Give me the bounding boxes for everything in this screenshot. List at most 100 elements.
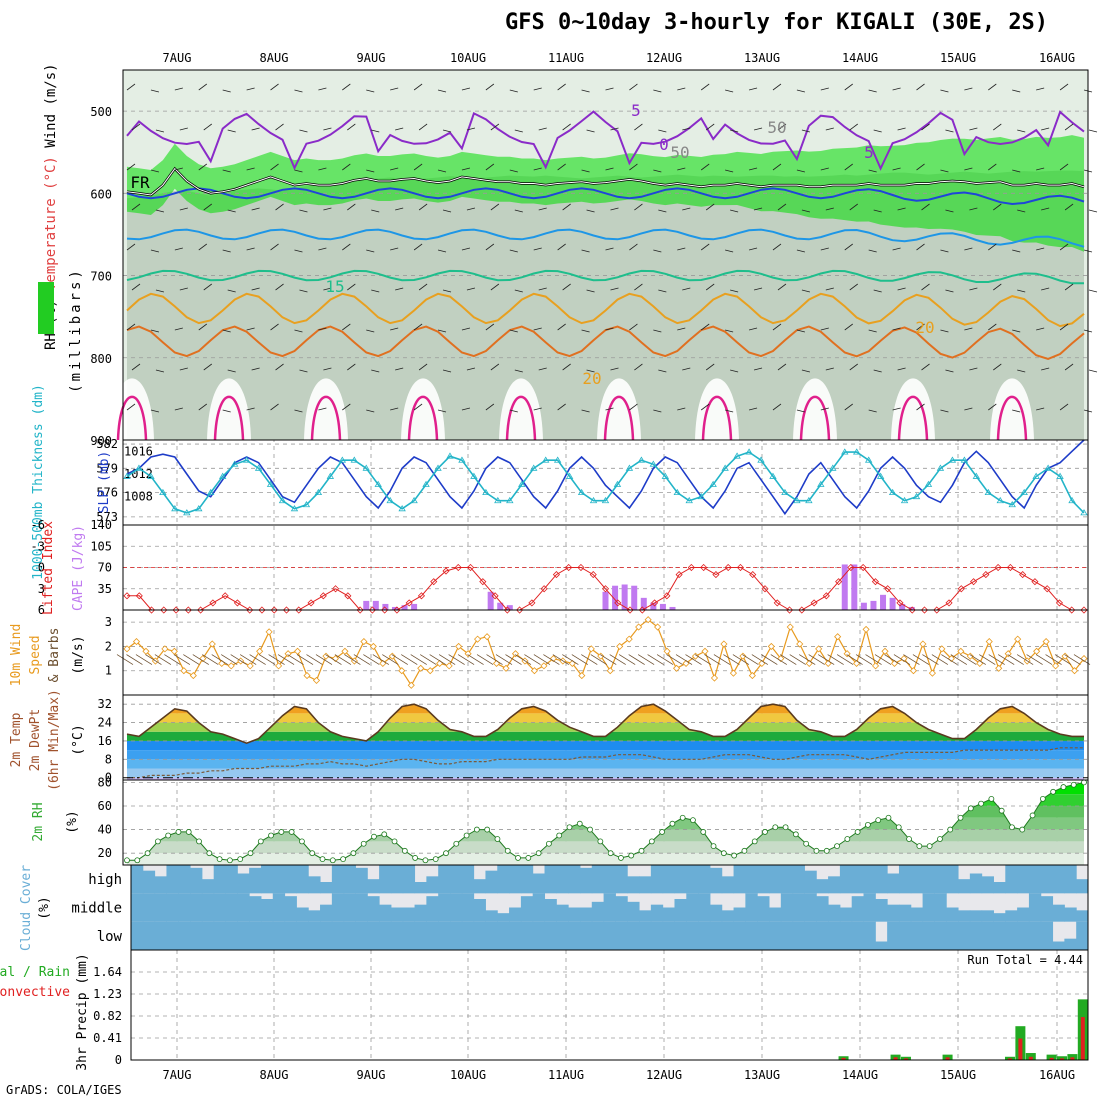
wind-speed-marker (654, 623, 662, 631)
lifted-index-marker (417, 592, 426, 600)
minus5-contour (126, 110, 1085, 171)
rh2m-marker (1060, 784, 1067, 790)
cloud-cell (296, 907, 309, 922)
cloud-cell (639, 921, 652, 950)
rh2m-marker (710, 843, 717, 850)
cloud-cell (461, 865, 475, 894)
cloud-cell (1028, 893, 1042, 922)
thickness-marker (709, 480, 717, 487)
rh-band (127, 817, 1084, 830)
wind-barb (940, 329, 949, 333)
wind-barb (418, 363, 428, 371)
date-label-top: 16AUG (1039, 51, 1075, 65)
thickness-marker (996, 496, 1004, 504)
wind-barb (988, 163, 997, 171)
wind-barb (988, 403, 997, 411)
wind-barb (801, 209, 810, 213)
wind-barb (1088, 289, 1098, 293)
precip-tick: 0.82 (93, 1009, 122, 1023)
wind-speed-marker (530, 667, 539, 675)
surface-wind-barb (221, 654, 238, 665)
wind-speed-marker (511, 650, 520, 658)
wind-barb (772, 403, 782, 411)
thickness-marker (900, 496, 909, 504)
thickness-marker (326, 472, 335, 479)
lifted-index-marker (871, 578, 879, 586)
wind-barb (342, 323, 351, 331)
temp-line (126, 703, 1084, 745)
cloud-cell (674, 921, 687, 950)
wind-barb (227, 129, 236, 133)
wind-barb (390, 407, 399, 411)
date-label-bottom: 16AUG (1039, 1068, 1075, 1082)
freezing-level-line-inner (126, 167, 1085, 196)
wind-barb (772, 323, 782, 331)
surface-wind-barb (1054, 654, 1072, 665)
wind-barb (1017, 129, 1026, 133)
lifted-index-marker (749, 571, 757, 579)
rh2m-marker (607, 850, 614, 857)
lifted-index-marker (479, 578, 487, 586)
surface-wind-barb (419, 654, 437, 665)
wind-barb (366, 249, 375, 253)
rh2m-marker (124, 857, 130, 864)
rh2m-marker (206, 850, 213, 857)
lifted-index-marker (577, 563, 585, 572)
wind-barb (1059, 163, 1069, 171)
cloud-level-label: high (88, 872, 122, 888)
cloud-cell (556, 904, 569, 922)
wind-barb (653, 329, 662, 333)
thickness-marker (769, 472, 777, 479)
wind-barb (653, 169, 662, 173)
wind-speed-marker (455, 642, 463, 650)
rh2m-marker (906, 836, 912, 842)
cloud-cell (402, 907, 416, 922)
surface-wind-barb (723, 654, 740, 665)
cape-bar (363, 600, 370, 610)
date-label-top: 8AUG (260, 51, 289, 65)
dry-plume (110, 378, 154, 440)
temp-tick: 8 (105, 752, 112, 766)
cloud-cell (485, 870, 498, 894)
lifted-index-marker (393, 606, 401, 614)
lifted-index-marker (835, 578, 843, 586)
precip-conv-bar (1028, 1056, 1033, 1060)
thickness-marker (458, 456, 466, 463)
li-tick: 0 (38, 561, 45, 575)
wind-barb (246, 327, 255, 331)
wind-barb (581, 169, 590, 173)
cloud-cell (839, 907, 853, 922)
rh2m-marker (597, 838, 604, 845)
cloud-cell (379, 865, 392, 894)
contour-label: 15 (325, 277, 344, 296)
wind-barb (825, 207, 834, 211)
wind-barb (1041, 367, 1050, 371)
thickness-marker (230, 460, 239, 467)
wind-barb (533, 167, 542, 171)
temperature-contour (126, 228, 1085, 248)
wind-barb (820, 87, 829, 91)
cloud-cell (969, 873, 983, 894)
rh2m-marker (381, 831, 388, 838)
surface-wind-barb (543, 654, 560, 665)
temp-band (127, 704, 1084, 714)
surface-wind-barb (372, 654, 390, 665)
surface-wind-barb (1016, 654, 1034, 665)
wind-barb (131, 363, 141, 371)
thickness-marker (924, 480, 933, 487)
surface-wind-barb (941, 654, 958, 665)
cloud-cell (568, 921, 581, 950)
rh2m-marker (237, 856, 244, 862)
date-label-top: 15AUG (940, 51, 976, 65)
lifted-index-marker (847, 563, 855, 572)
cloud-cell (532, 893, 546, 922)
cape-bar (870, 600, 877, 610)
dry-plume (401, 378, 445, 440)
rh2m-marker (515, 855, 521, 861)
rh2m-marker (278, 829, 285, 835)
rh2m-marker (576, 820, 583, 827)
wind-barb (964, 407, 973, 411)
thickness-marker (805, 496, 813, 504)
wind-barb (198, 83, 208, 91)
cloud-cell (686, 893, 699, 922)
